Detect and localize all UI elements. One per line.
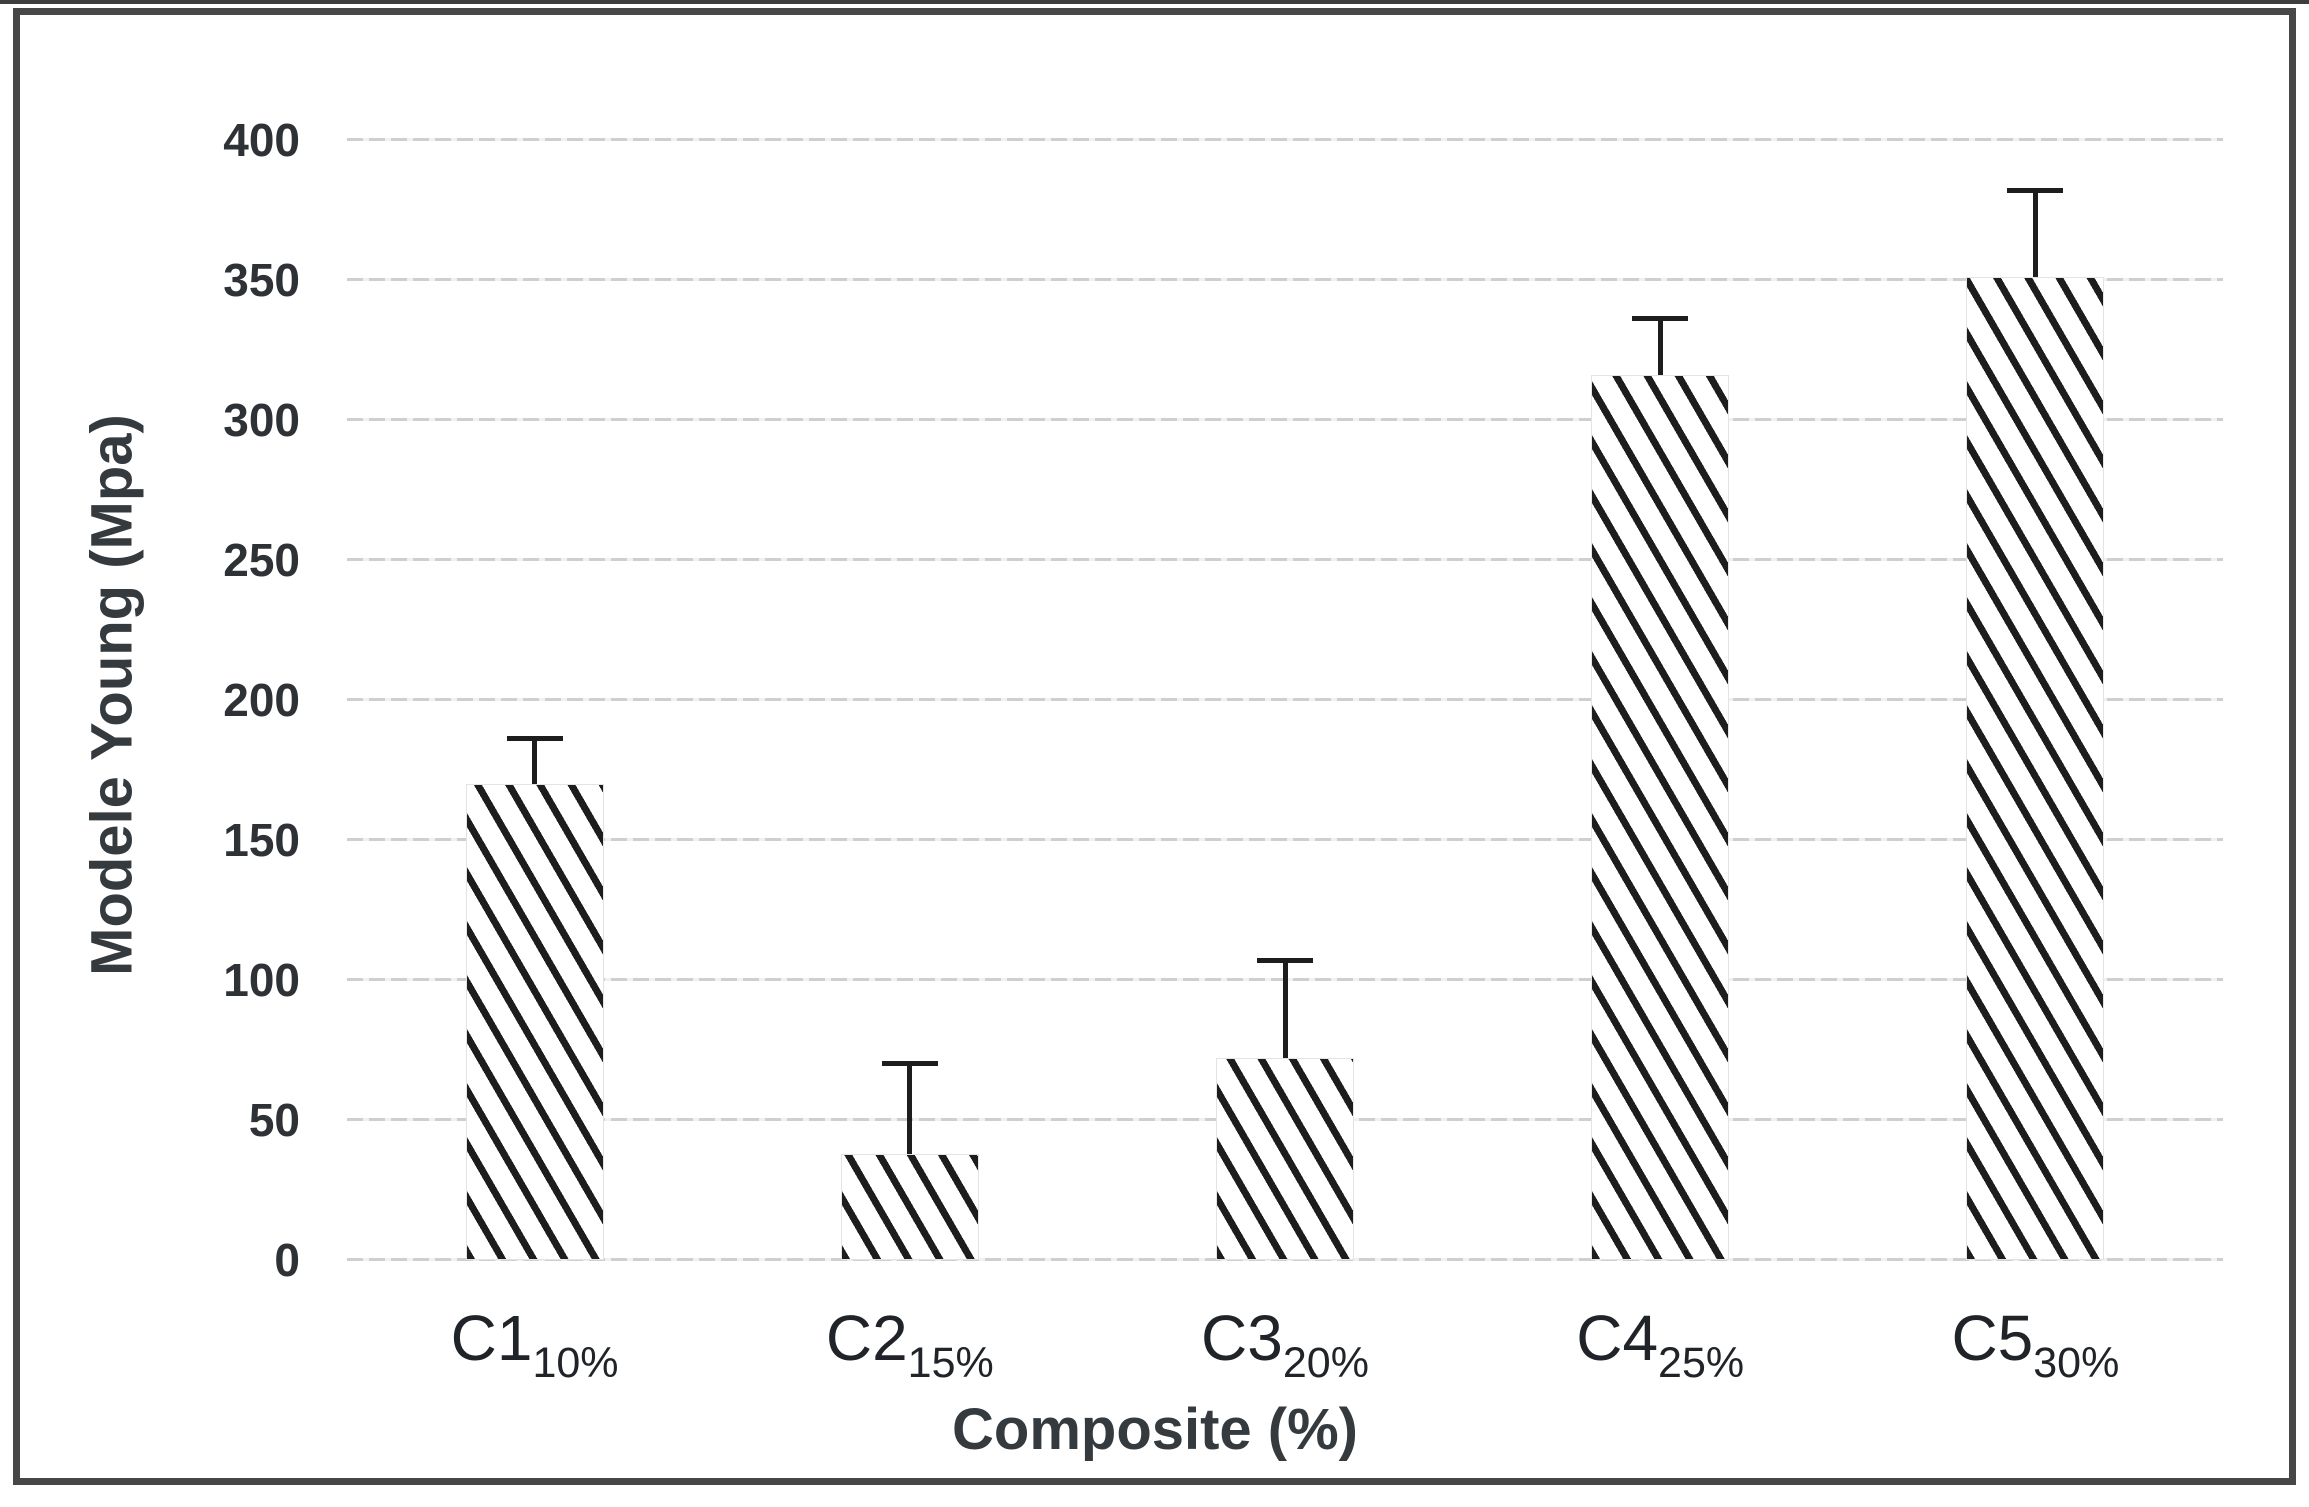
y-axis-title: Modele Young (Mpa) bbox=[79, 414, 145, 976]
category-subscript: 25% bbox=[1658, 1339, 1745, 1387]
category-label: C215% bbox=[750, 1296, 1070, 1388]
y-tick-label: 50 bbox=[248, 1094, 300, 1146]
scan-edge-line bbox=[0, 0, 2309, 4]
gridline-150 bbox=[347, 838, 2223, 841]
category-subscript: 15% bbox=[907, 1339, 994, 1387]
category-subscript: 20% bbox=[1282, 1339, 1369, 1387]
error-bar-line bbox=[1657, 316, 1663, 376]
error-bar-line bbox=[1282, 957, 1288, 1059]
gridline-350 bbox=[347, 278, 2223, 281]
category-main: C4 bbox=[1576, 1302, 1659, 1374]
y-tick-label: 250 bbox=[223, 534, 300, 586]
error-bar-cap bbox=[1257, 957, 1313, 963]
category-subscript: 10% bbox=[532, 1339, 619, 1387]
error-bar-cap bbox=[506, 736, 563, 742]
y-tick-label: 350 bbox=[223, 254, 300, 306]
y-tick-label: 100 bbox=[223, 954, 300, 1006]
error-bar-cap bbox=[1632, 316, 1689, 322]
category-main: C2 bbox=[825, 1302, 908, 1374]
error-bar-line bbox=[907, 1061, 913, 1154]
category-main: C1 bbox=[450, 1302, 533, 1374]
error-bar-line bbox=[2032, 187, 2038, 278]
category-subscript: 30% bbox=[2033, 1339, 2120, 1387]
chart-border-frame bbox=[13, 8, 2296, 1485]
category-main: C3 bbox=[1201, 1302, 1283, 1374]
plot-area bbox=[347, 138, 2223, 1261]
bar-c4 bbox=[1591, 375, 1730, 1260]
x-axis-title: Composite (%) bbox=[952, 1397, 1358, 1462]
bar-c2 bbox=[840, 1153, 979, 1260]
y-tick-label: 0 bbox=[274, 1234, 300, 1286]
error-bar-cap bbox=[2007, 187, 2064, 193]
gridline-250 bbox=[347, 558, 2223, 561]
y-tick-label: 150 bbox=[223, 814, 300, 866]
gridline-300 bbox=[347, 418, 2223, 421]
y-tick-label: 200 bbox=[223, 674, 300, 726]
y-tick-label: 400 bbox=[223, 114, 300, 166]
gridline-200 bbox=[347, 698, 2223, 701]
category-label: C320% bbox=[1125, 1296, 1445, 1388]
category-label: C530% bbox=[1875, 1296, 2195, 1388]
y-tick-label: 300 bbox=[223, 394, 300, 446]
bar-c1 bbox=[465, 784, 604, 1260]
bar-c5 bbox=[1966, 277, 2105, 1260]
bar-c3 bbox=[1216, 1058, 1354, 1260]
error-bar-cap bbox=[881, 1061, 938, 1067]
gridline-400 bbox=[347, 138, 2223, 141]
category-label: C425% bbox=[1500, 1296, 1820, 1388]
error-bar-line bbox=[532, 736, 538, 784]
category-label: C110% bbox=[375, 1296, 695, 1388]
category-main: C5 bbox=[1951, 1302, 2034, 1374]
